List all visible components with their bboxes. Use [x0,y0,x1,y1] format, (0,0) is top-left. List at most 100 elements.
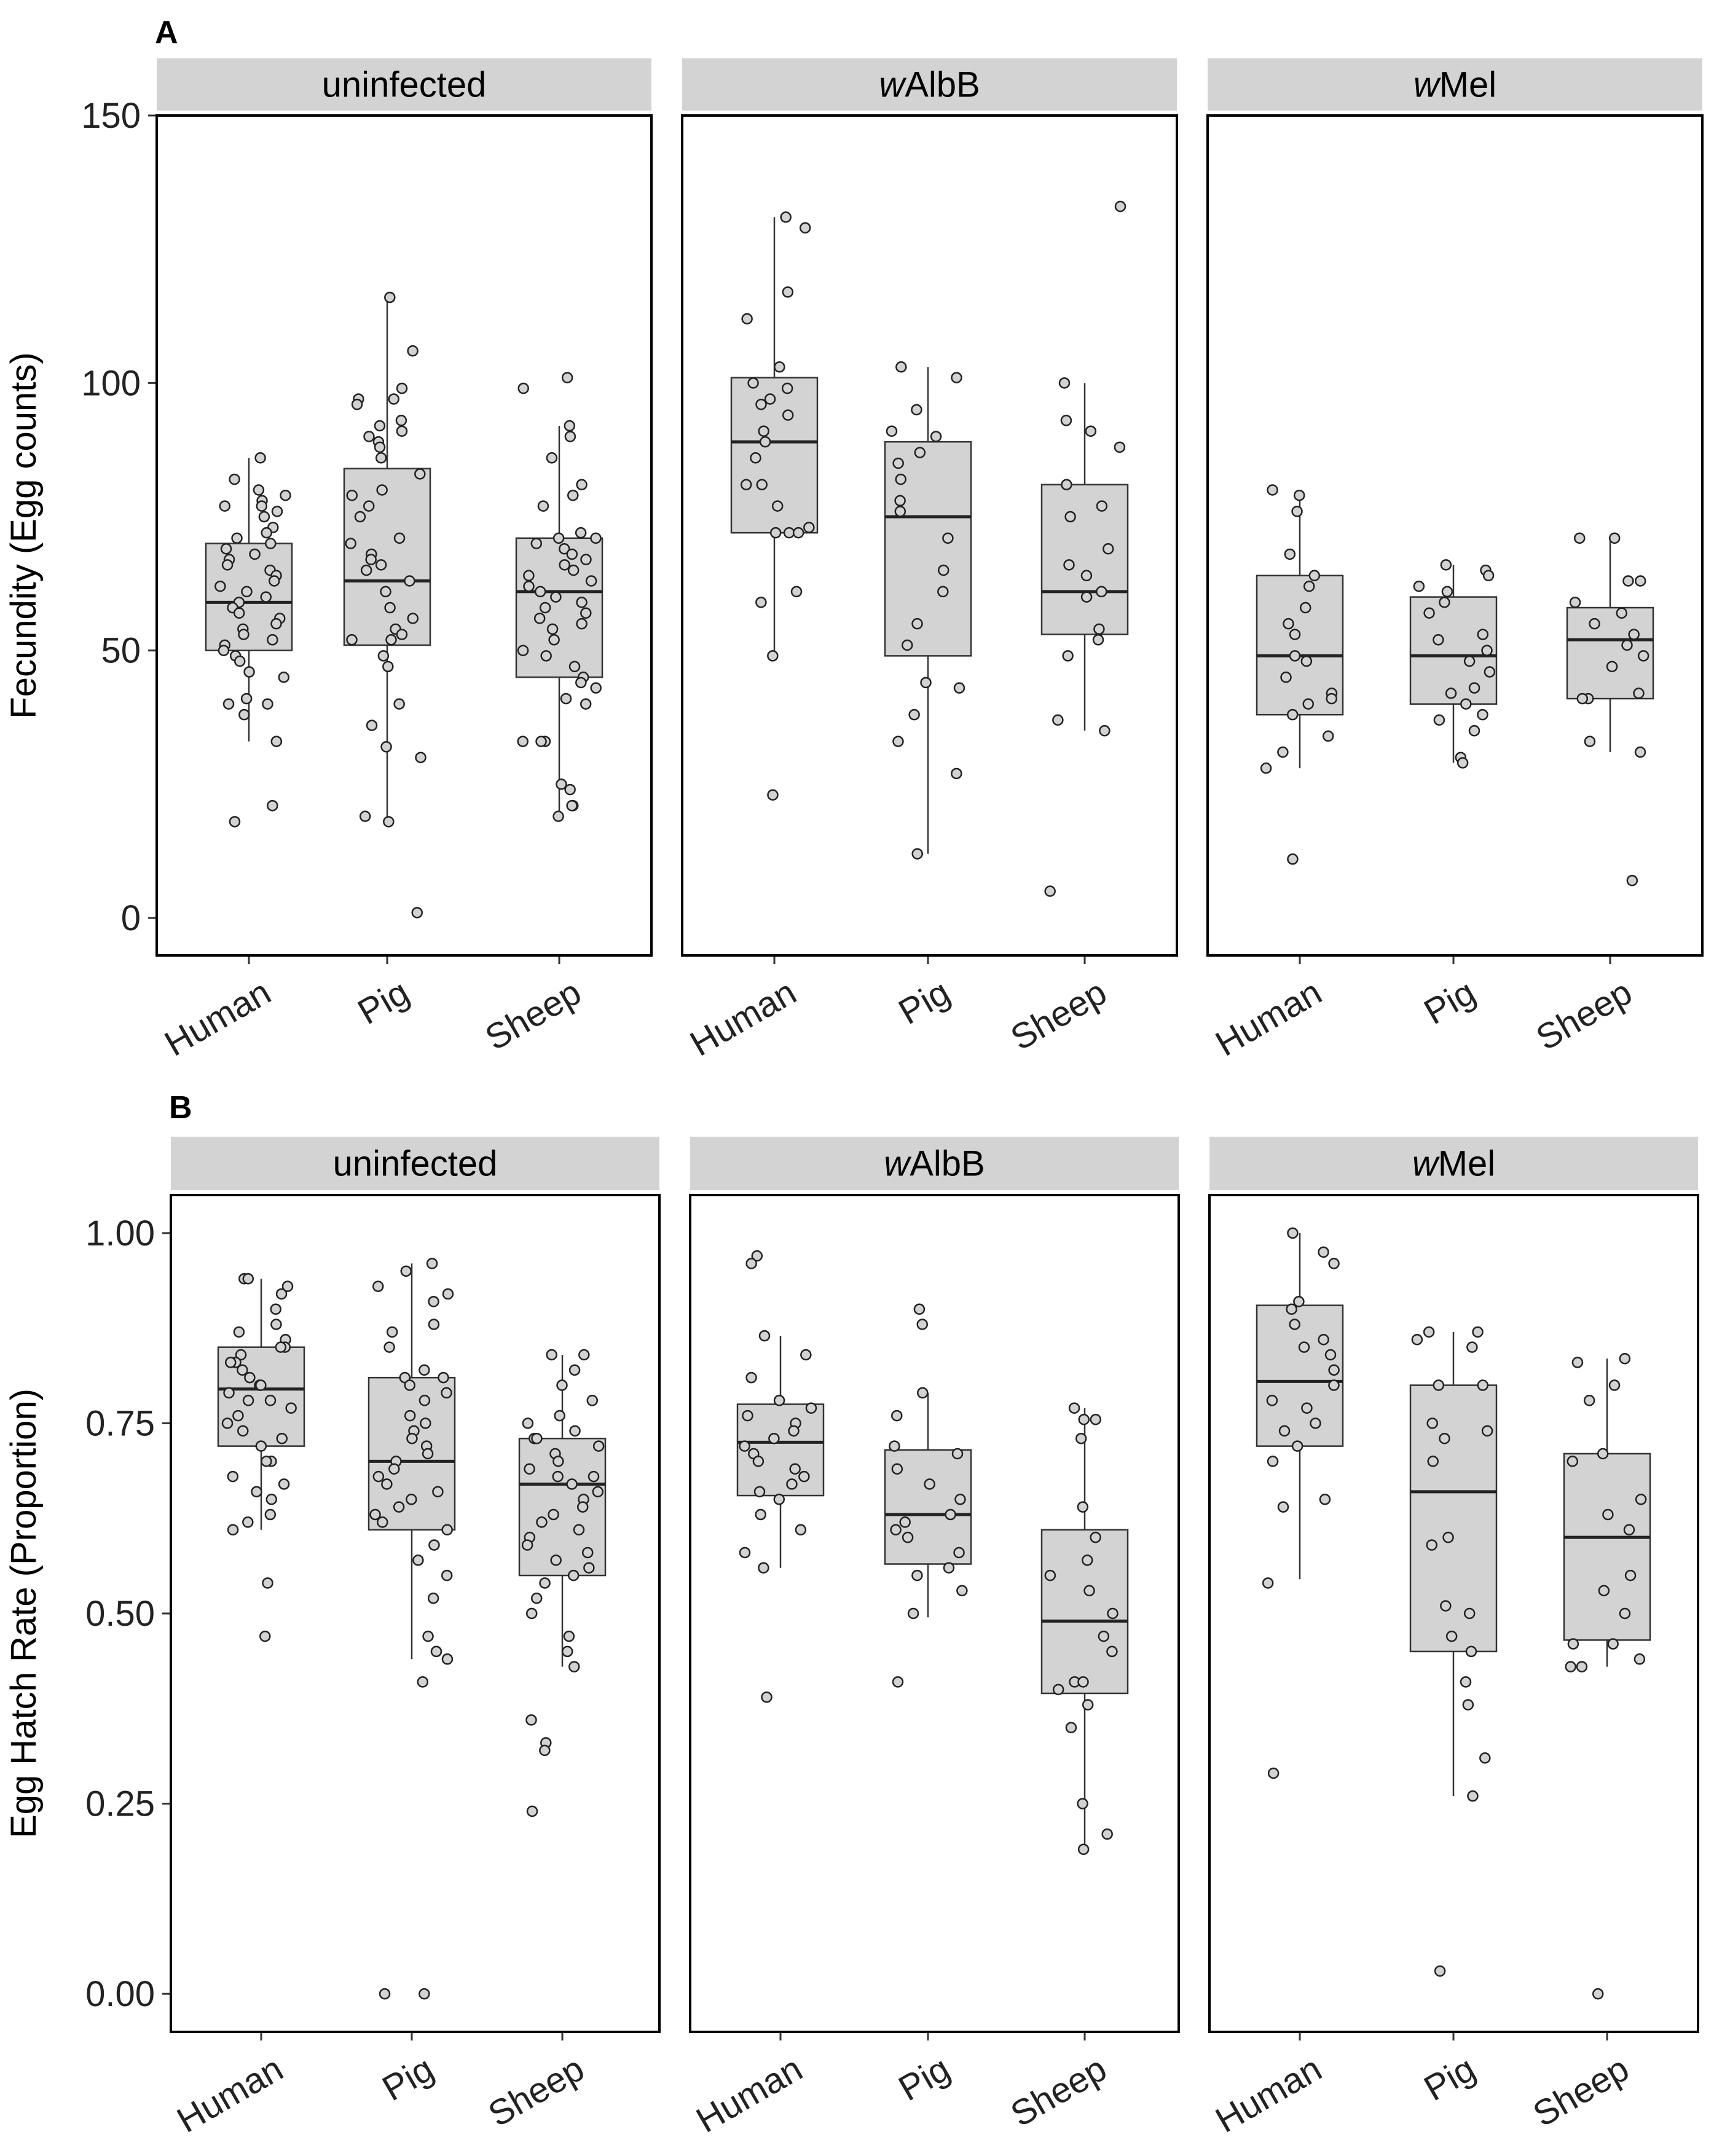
data-point [237,1364,248,1376]
data-point [522,1417,534,1429]
data-point [943,1562,955,1574]
data-point [1623,1524,1635,1536]
data-point [740,479,752,491]
facet-strip [1209,1137,1698,1190]
group-pig: Pig [1409,1326,1498,2109]
data-point [396,425,408,437]
data-point [406,1494,417,1505]
data-point [1445,688,1457,699]
data-point [1634,746,1646,758]
data-point [1328,1364,1340,1376]
data-point [1286,708,1299,721]
data-point [951,767,962,780]
data-point [767,650,779,662]
data-point [892,735,904,747]
data-point [395,415,407,426]
data-point [913,1303,926,1315]
data-point [1440,1600,1452,1612]
data-point [396,629,408,640]
data-point [1616,607,1627,619]
data-point [1426,1417,1438,1429]
data-point [1064,511,1076,523]
group-pig: Pig [368,1258,456,2109]
data-point [1322,730,1334,742]
data-point [1576,692,1589,705]
data-point [1328,1258,1340,1269]
x-tick-label: Sheep [1530,972,1639,1058]
data-point [924,1478,935,1490]
data-point [1083,1585,1095,1597]
data-point [377,1516,388,1528]
data-point [1061,479,1072,491]
data-point [221,559,234,571]
data-point [1465,1645,1477,1658]
data-point [1442,1531,1454,1543]
data-point [561,1645,573,1658]
facet-wAlbB: wAlbB Human Pig Sheep [681,58,1178,1064]
data-point [521,1539,533,1551]
data-point [377,650,390,662]
data-point [517,382,529,394]
data-point [907,1607,919,1620]
data-point [229,816,241,828]
data-point [580,698,592,710]
group-pig: Pig [343,291,431,1032]
data-point [578,1349,590,1361]
data-point [1287,853,1299,865]
data-point [264,1508,277,1521]
data-point [374,420,386,432]
data-point [1319,1494,1331,1505]
x-tick-label: Human [690,2048,809,2141]
data-point [1096,586,1107,598]
x-tick-label: Pig [1417,972,1482,1032]
data-point [417,1676,429,1688]
facet-strip [690,1137,1179,1190]
data-point [1082,1699,1094,1711]
data-point [1318,1246,1329,1258]
data-point [1065,1722,1077,1733]
facet-strip [682,58,1177,111]
data-point [400,1265,412,1277]
data-point [240,692,253,705]
data-point [249,548,261,560]
data-point [270,1319,282,1330]
data-point [789,1463,801,1475]
facet-frame [170,1194,661,2033]
data-point [1298,1341,1310,1353]
data-point [259,1630,271,1642]
data-point [369,1508,381,1521]
data-point [422,1630,434,1642]
strip-name: uninfected [322,65,487,105]
data-point [930,431,942,442]
data-point [774,361,785,373]
data-point [363,500,375,512]
data-point [256,500,268,512]
data-point [899,1516,911,1528]
data-point [372,1280,384,1292]
data-point [238,629,250,640]
data-point [1077,1676,1089,1688]
data-point [552,1456,564,1467]
data-point [1423,1326,1435,1338]
data-point [1293,1296,1305,1307]
data-point [1289,650,1301,662]
data-point [1606,661,1618,673]
data-point [1044,885,1056,897]
data-point [372,1470,385,1483]
data-point [1302,698,1315,710]
y-axis-label: Fecundity (Egg counts) [4,352,44,718]
strip-italic-prefix: w [879,65,906,105]
data-point [1567,1456,1579,1467]
data-point [1080,570,1093,582]
data-point [1621,639,1633,651]
data-point [954,1494,966,1505]
data-point [1608,1379,1621,1391]
data-point [755,398,767,410]
data-point [773,1395,785,1406]
data-point [576,479,588,491]
data-point [1289,629,1301,640]
data-point [242,1272,254,1285]
data-point [894,506,906,517]
x-tick-label: Pig [1417,2048,1482,2109]
